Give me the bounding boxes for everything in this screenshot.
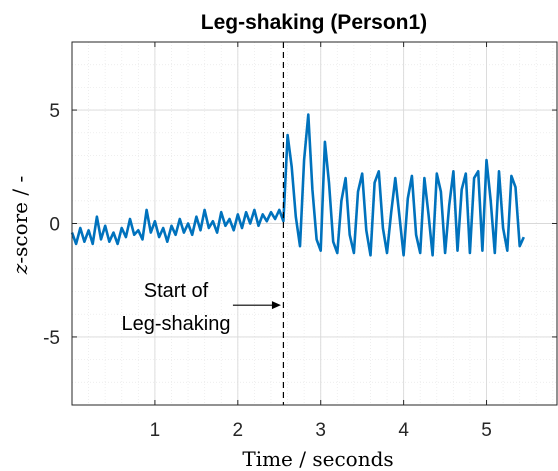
tick-marks xyxy=(72,42,557,405)
x-tick-label: 1 xyxy=(150,420,161,441)
series-group xyxy=(70,113,525,257)
y-axis-label: z-score / - xyxy=(8,176,32,275)
annotation-arrow-head xyxy=(271,301,281,310)
x-axis-label: Time / seconds xyxy=(242,447,393,471)
x-tick-label: 2 xyxy=(233,420,244,441)
x-tick-label: 4 xyxy=(398,420,409,441)
y-axis-label-italic: z xyxy=(8,263,32,275)
y-tick-label: 5 xyxy=(49,101,60,122)
tick-labels: 1 2 3 4 5 5 0 -5 xyxy=(43,101,492,441)
series-line xyxy=(70,113,525,257)
annotation-line-1: Start of xyxy=(144,280,209,302)
y-tick-label: -5 xyxy=(43,328,60,349)
annotation-line-2: Leg-shaking xyxy=(122,313,231,335)
x-tick-label: 3 xyxy=(315,420,326,441)
svg-text:z-score / -: z-score / - xyxy=(8,176,32,275)
y-tick-label: 0 xyxy=(49,215,60,236)
annotation-arrow xyxy=(232,301,281,310)
y-axis-label-rest: -score / - xyxy=(8,176,32,264)
x-tick-label: 5 xyxy=(481,420,492,441)
chart-title: Leg-shaking (Person1) xyxy=(201,11,427,34)
